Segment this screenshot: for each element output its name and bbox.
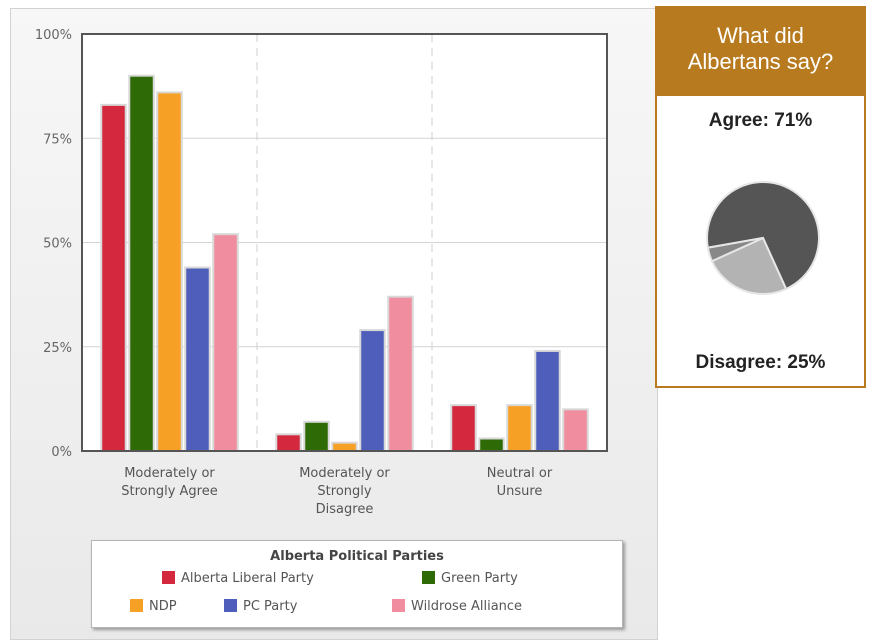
legend-item-ndp[interactable]: NDP — [130, 599, 177, 615]
bar-alberta-liberal-party-2[interactable] — [450, 404, 477, 453]
bar-alberta-liberal-party-1[interactable] — [275, 433, 302, 453]
plot-frame — [81, 33, 608, 452]
legend-swatch — [392, 599, 405, 612]
bar-ndp-2[interactable] — [506, 404, 533, 453]
bar-ndp-0[interactable] — [156, 91, 183, 452]
legend: Alberta Political Parties Alberta Libera… — [91, 540, 623, 628]
bar-wildrose-alliance-1[interactable] — [387, 295, 414, 452]
legend-item-green-party[interactable]: Green Party — [422, 571, 518, 587]
pie-slice-disagree[interactable] — [710, 236, 788, 295]
legend-title: Alberta Political Parties — [270, 549, 444, 564]
bar-pc-party-1[interactable] — [359, 329, 386, 453]
summary-card: What did Albertans say? Agree: 71% Disag… — [655, 6, 866, 388]
legend-swatch — [224, 599, 237, 612]
y-tick-label: 25% — [43, 341, 72, 356]
y-tick-label: 100% — [35, 28, 72, 43]
bar-wildrose-alliance-0[interactable] — [212, 233, 239, 452]
legend-label: Wildrose Alliance — [411, 599, 523, 614]
bar-alberta-liberal-party-0[interactable] — [100, 103, 127, 452]
legend-label: Alberta Liberal Party — [181, 571, 314, 586]
pie-slice-neutral-or-unsure[interactable] — [706, 237, 764, 263]
bar-chart: 0% 25% 50% 75% 100% Moderately or Strongly Agr… — [35, 28, 608, 517]
y-tick-label: 50% — [43, 237, 72, 252]
legend-swatch — [130, 599, 143, 612]
summary-title-line1: What did — [717, 23, 804, 48]
legend-item-wildrose-alliance[interactable]: Wildrose Alliance — [392, 599, 522, 615]
summary-title-line2: Albertans say? — [687, 49, 834, 74]
bar-wildrose-alliance-2[interactable] — [562, 408, 589, 452]
y-tick-label: 75% — [43, 132, 72, 147]
x-category-label: Neutral or — [487, 466, 553, 481]
bar-green-party-1[interactable] — [303, 420, 330, 452]
bar-pc-party-2[interactable] — [534, 349, 561, 453]
x-category-label: Strongly — [317, 484, 371, 499]
agree-percentage: Agree: 71% — [708, 110, 813, 131]
x-category-label: Unsure — [497, 484, 543, 499]
bar-ndp-1[interactable] — [331, 441, 358, 453]
chart-panel: 0% 25% 50% 75% 100% Moderately or Strongly Agr… — [10, 8, 658, 640]
legend-label: PC Party — [243, 599, 298, 614]
disagree-percentage: Disagree: 25% — [695, 352, 826, 373]
legend-item-alberta-liberal-party[interactable]: Alberta Liberal Party — [162, 571, 314, 587]
legend-swatch — [162, 571, 175, 584]
x-category-label: Disagree — [316, 502, 374, 517]
summary-header: What did Albertans say? — [657, 8, 864, 96]
legend-item-pc-party[interactable]: PC Party — [224, 599, 297, 615]
bar-green-party-2[interactable] — [478, 437, 505, 452]
pie-slice-agree[interactable] — [706, 181, 820, 291]
legend-label: Green Party — [441, 571, 518, 586]
x-category-label: Strongly Agree — [121, 484, 218, 499]
legend-swatch — [422, 571, 435, 584]
bar-pc-party-0[interactable] — [184, 266, 211, 452]
bar-green-party-0[interactable] — [128, 74, 155, 452]
x-category-label: Moderately or — [299, 466, 390, 481]
summary-pie-chart — [706, 181, 820, 295]
y-tick-label: 0% — [51, 445, 72, 460]
x-category-label: Moderately or — [124, 466, 215, 481]
legend-label: NDP — [149, 599, 177, 614]
